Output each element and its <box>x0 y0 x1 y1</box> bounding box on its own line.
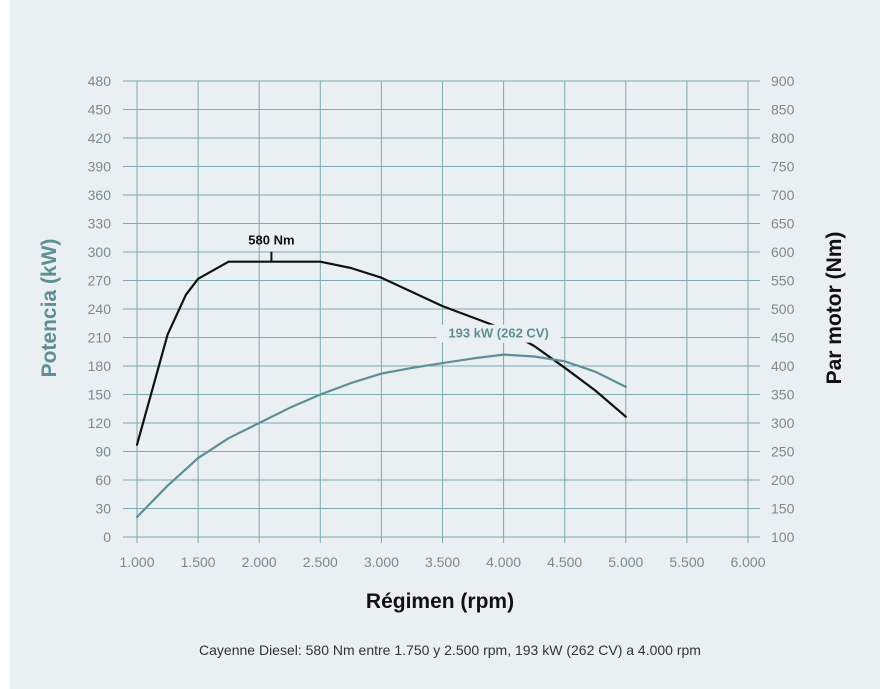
x-tick-label: 4.500 <box>547 554 582 570</box>
x-tick-label: 2.500 <box>303 554 338 570</box>
y-left-tick-label: 240 <box>88 301 112 317</box>
x-tick-label: 1.000 <box>119 554 154 570</box>
power-annotation-background <box>436 324 561 343</box>
x-tick-label: 5.000 <box>608 554 643 570</box>
y-right-tick-label: 350 <box>771 387 795 403</box>
y-right-tick-label: 200 <box>771 472 795 488</box>
y-axis-left-label: Potencia (kW) <box>38 239 61 378</box>
torque-annotation: 580 Nm <box>248 233 294 248</box>
y-right-tick-label: 750 <box>771 159 795 175</box>
power-line <box>135 353 627 519</box>
x-tick-label: 3.500 <box>425 554 460 570</box>
tick-labels: 0 100 30 150 60 200 90 250 120 300 150 350 180 400 210… <box>88 73 795 570</box>
power-annotation: 193 kW (262 CV) <box>448 326 548 341</box>
y-left-tick-label: 390 <box>88 159 112 175</box>
y-left-tick-label: 120 <box>88 415 112 431</box>
y-right-tick-label: 600 <box>771 244 795 260</box>
y-right-tick-label: 550 <box>771 273 795 289</box>
y-left-tick-label: 450 <box>88 102 112 118</box>
x-axis-label: Régimen (rpm) <box>366 590 514 613</box>
y-right-tick-label: 850 <box>771 102 795 118</box>
y-right-tick-label: 150 <box>771 501 795 517</box>
y-left-tick-label: 60 <box>95 472 111 488</box>
x-tick-label: 1.500 <box>181 554 216 570</box>
y-left-tick-label: 420 <box>88 130 112 146</box>
y-left-tick-label: 480 <box>88 73 112 89</box>
y-left-tick-label: 270 <box>88 273 112 289</box>
y-right-tick-label: 250 <box>771 444 795 460</box>
y-right-tick-label: 650 <box>771 216 795 232</box>
y-left-tick-label: 210 <box>88 330 112 346</box>
x-tick-label: 5.500 <box>669 554 704 570</box>
y-right-tick-label: 300 <box>771 415 795 431</box>
y-left-tick-label: 180 <box>88 358 112 374</box>
y-right-tick-label: 450 <box>771 330 795 346</box>
y-left-tick-label: 150 <box>88 387 112 403</box>
x-tick-label: 4.000 <box>486 554 521 570</box>
series-layer <box>135 260 627 519</box>
chart-panel <box>10 0 880 689</box>
x-tick-label: 6.000 <box>730 554 765 570</box>
y-left-tick-label: 300 <box>88 244 112 260</box>
y-right-tick-label: 400 <box>771 358 795 374</box>
y-right-tick-label: 700 <box>771 187 795 203</box>
x-tick-label: 2.000 <box>242 554 277 570</box>
grid <box>123 80 760 543</box>
y-left-tick-label: 0 <box>103 529 111 545</box>
y-left-tick-label: 30 <box>95 501 111 517</box>
chart-caption: Cayenne Diesel: 580 Nm entre 1.750 y 2.5… <box>199 642 701 658</box>
y-right-tick-label: 500 <box>771 301 795 317</box>
torque-line <box>135 260 627 446</box>
y-left-tick-label: 90 <box>95 444 111 460</box>
y-right-tick-label: 900 <box>771 73 795 89</box>
annotations: 580 Nm 193 kW (262 CV) <box>248 233 561 343</box>
y-left-tick-label: 360 <box>88 187 112 203</box>
x-tick-label: 3.000 <box>364 554 399 570</box>
y-right-tick-label: 800 <box>771 130 795 146</box>
y-left-tick-label: 330 <box>88 216 112 232</box>
y-axis-right-label: Par motor (Nm) <box>823 232 846 385</box>
y-right-tick-label: 100 <box>771 529 795 545</box>
